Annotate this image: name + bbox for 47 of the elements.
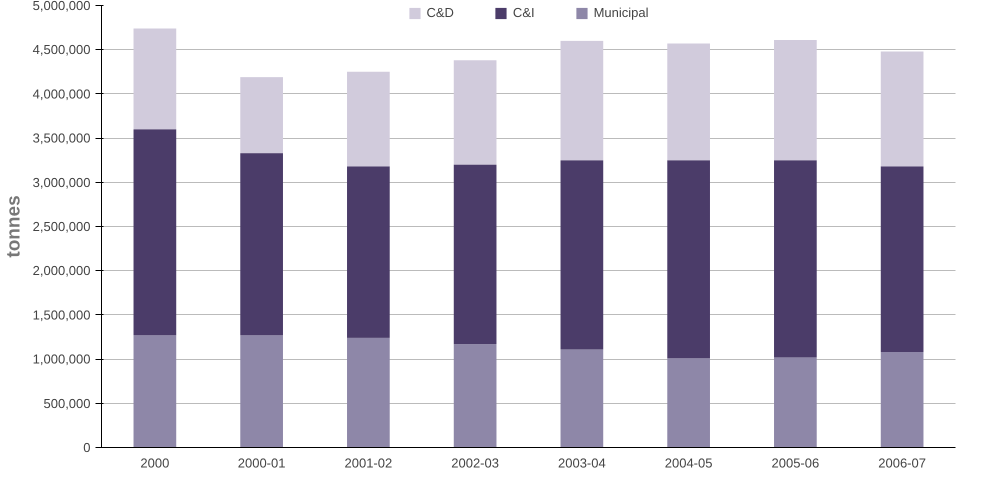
y-tick-label: 5,000,000 [32, 0, 91, 13]
bar [560, 349, 604, 448]
bar [134, 335, 176, 448]
bar [134, 28, 176, 130]
legend-label: Municipal [594, 5, 649, 20]
bar [560, 160, 604, 350]
y-tick-label: 4,000,000 [32, 86, 91, 102]
x-tick-label: 2006-07 [878, 456, 926, 470]
bar [240, 153, 283, 336]
x-tick-label: 2001-02 [344, 456, 392, 470]
y-tick-label: 2,000,000 [32, 263, 91, 278]
bar [560, 40, 604, 160]
bar [240, 77, 283, 154]
bar [454, 344, 496, 448]
x-tick-label: 2002-03 [451, 456, 499, 470]
x-tick-label: 2000 [140, 456, 170, 470]
bar [774, 357, 817, 448]
x-tick-label: 2004-05 [664, 456, 712, 470]
bar [880, 352, 924, 448]
bar [667, 358, 710, 448]
bar [347, 166, 390, 338]
bar [347, 338, 390, 448]
legend-label: C&D [426, 5, 454, 20]
bar [880, 166, 924, 352]
y-tick-label: 1,500,000 [32, 307, 91, 322]
legend-label: C&I [512, 5, 535, 20]
y-tick-label: 1,000,000 [32, 352, 91, 367]
bar [774, 40, 817, 160]
y-tick-label: 2,500,000 [32, 219, 91, 234]
y-tick-label: 3,500,000 [32, 130, 91, 146]
y-tick-label: 500,000 [44, 396, 91, 411]
bar [667, 160, 710, 358]
bar [240, 335, 283, 448]
y-axis-title: tonnes [4, 195, 25, 258]
bar [880, 51, 924, 166]
y-tick-label: 3,000,000 [32, 174, 91, 190]
bar [347, 72, 390, 166]
bar [774, 160, 817, 358]
x-tick-label: 2000-01 [238, 456, 286, 470]
y-tick-label: 4,500,000 [32, 42, 91, 58]
bar [454, 164, 496, 344]
x-tick-label: 2005-06 [772, 456, 820, 470]
y-tick-label: 0 [83, 440, 91, 455]
bar [134, 129, 176, 336]
bar [454, 60, 496, 165]
bar [667, 44, 710, 160]
x-tick-label: 2003-04 [558, 456, 606, 470]
